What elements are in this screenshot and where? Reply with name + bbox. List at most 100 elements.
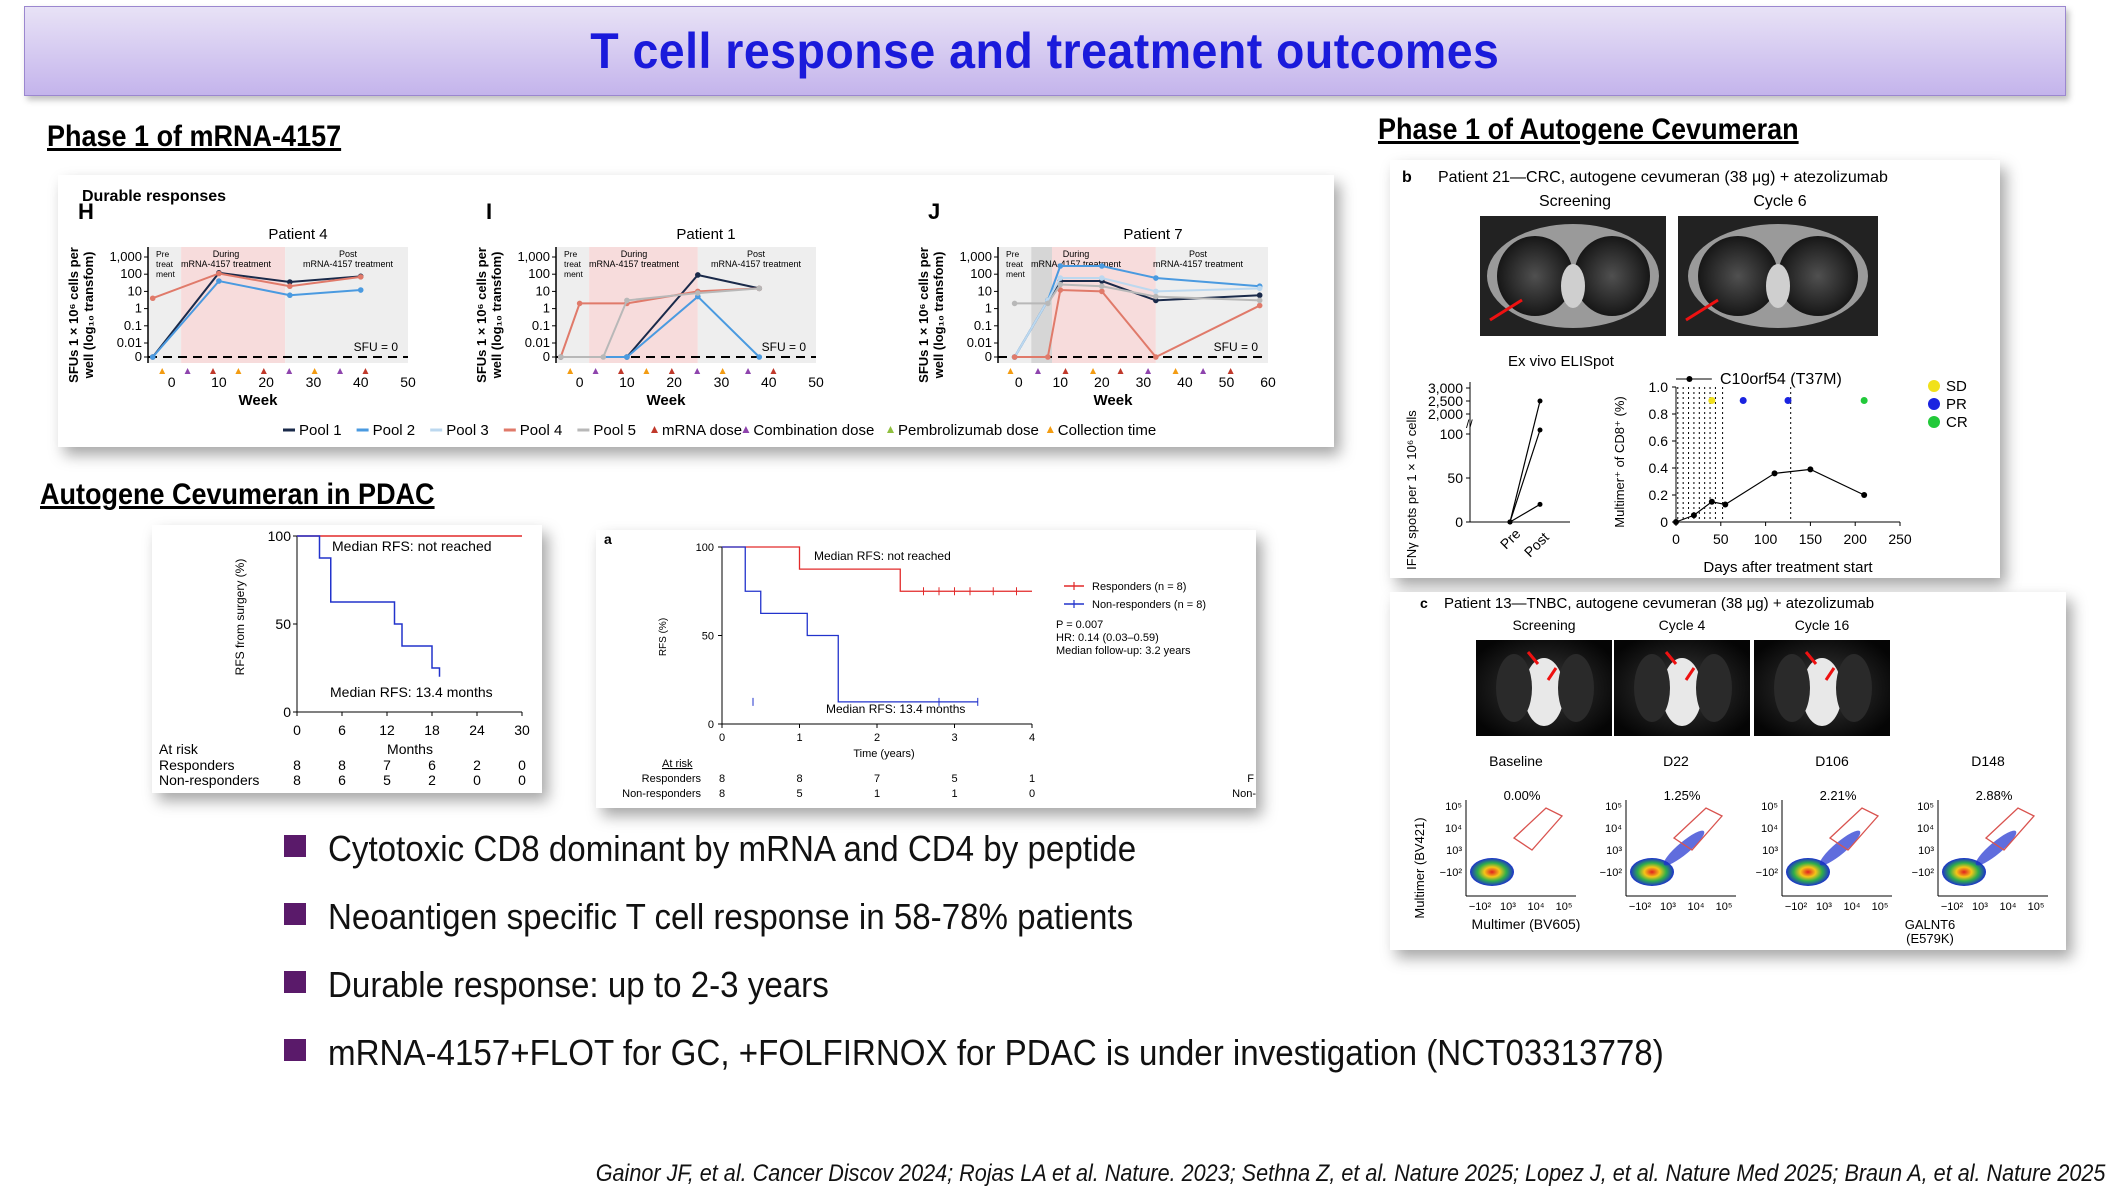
x-tick-label: 0 xyxy=(576,374,584,390)
flow-x-tick-label: −10² xyxy=(1469,901,1492,913)
at-risk-count: 1 xyxy=(951,788,957,800)
series-point xyxy=(624,297,630,304)
flow-x-tick-label: 10³ xyxy=(1816,901,1832,913)
ct-lung xyxy=(1696,654,1732,722)
dose-marker-icon xyxy=(286,368,293,374)
multimer-y-tick-label: 0 xyxy=(1660,514,1668,530)
pdac-ylabel: RFS from surgery (%) xyxy=(233,559,247,676)
y-tick-label: 100 xyxy=(120,266,142,281)
y-axis-label: SFUs 1 × 10⁶ cells per xyxy=(474,247,489,383)
x-tick-label: 2 xyxy=(874,732,880,744)
panel-b-letter: b xyxy=(1402,169,1412,186)
series-point xyxy=(756,354,763,360)
flow-x-tick-label: 10³ xyxy=(1500,901,1516,913)
elispot-y-tick-label: 3,000 xyxy=(1428,380,1463,396)
phase-label: ment xyxy=(1006,269,1026,279)
lesion-arrow-icon xyxy=(1684,667,1696,681)
flow-y-tick-label: −10² xyxy=(1756,867,1779,879)
flow-gate xyxy=(1512,807,1564,851)
flow-y-tick-label: −10² xyxy=(1600,867,1623,879)
y-tick-label: 0 xyxy=(708,719,714,731)
dose-marker-icon xyxy=(1145,368,1152,374)
phase-band xyxy=(556,247,590,363)
multimer-point xyxy=(1722,501,1729,508)
y-tick-label: 100 xyxy=(696,542,714,554)
rfs-ylabel: RFS (%) xyxy=(658,618,669,656)
x-tick-label: 40 xyxy=(353,374,369,390)
panel-c: c Patient 13—TNBC, autogene cevumeran (3… xyxy=(1390,592,2066,950)
x-tick-label: 0 xyxy=(293,722,301,738)
dose-marker-icon xyxy=(719,368,726,374)
multimer-x-tick-label: 0 xyxy=(1672,531,1680,547)
x-tick-label: 10 xyxy=(619,374,635,390)
dose-marker-icon xyxy=(567,368,574,374)
flow-x-tick-label: 10⁴ xyxy=(2000,901,2017,913)
flow-x-tick-label: 10⁴ xyxy=(1688,901,1705,913)
series-point xyxy=(1256,297,1263,304)
x-axis-label: Week xyxy=(647,392,687,409)
y-tick-label: 0 xyxy=(543,349,550,364)
x-tick-label: 20 xyxy=(1094,374,1110,390)
at-risk-count: 0 xyxy=(518,757,526,773)
dose-marker-icon xyxy=(184,368,191,374)
x-tick-label: 0 xyxy=(168,374,176,390)
patient-title: Patient 4 xyxy=(268,226,327,243)
ct-heart xyxy=(1662,658,1702,726)
dose-marker-icon xyxy=(1062,368,1069,374)
at-risk-count: 8 xyxy=(293,772,301,788)
flow-timepoint: D22 xyxy=(1663,753,1689,769)
lesion-arrow-icon xyxy=(1664,651,1678,665)
references-footer: Gainor JF, et al. Cancer Discov 2024; Ro… xyxy=(595,1160,2105,1187)
series-point xyxy=(756,285,763,292)
rfs-stat-followup: Median follow-up: 3.2 years xyxy=(1056,645,1191,657)
dose-marker-icon xyxy=(362,368,369,374)
elispot-line xyxy=(1509,400,1541,523)
legend-label: Pembrolizumab dose xyxy=(898,422,1039,439)
flow-y-tick-label: −10² xyxy=(1912,867,1935,879)
flow-y-tick-label: 10⁵ xyxy=(1917,801,1934,813)
flow-gate xyxy=(1828,807,1880,851)
flow-population xyxy=(1630,858,1674,886)
flow-timepoint: Baseline xyxy=(1489,753,1543,769)
elispot-y-tick-label: 2,000 xyxy=(1428,406,1463,422)
rfs-at-risk: At risk xyxy=(662,758,693,770)
at-risk-count: 2 xyxy=(473,757,481,773)
y-tick-label: 50 xyxy=(702,631,714,643)
flow-timepoint: D148 xyxy=(1971,753,2005,769)
x-tick-label: 50 xyxy=(1219,374,1235,390)
lesion-arrow-icon xyxy=(1489,298,1523,322)
phase-label: mRNA-4157 treatment xyxy=(711,259,802,269)
y-tick-label: 100 xyxy=(268,528,292,544)
series-point xyxy=(1153,293,1159,300)
phase-band xyxy=(1155,247,1268,363)
panel-b-caption: Patient 21—CRC, autogene cevumeran (38 μ… xyxy=(1438,169,1888,186)
series-point xyxy=(624,354,630,360)
y-tick-label: 1,000 xyxy=(109,249,142,264)
series-point xyxy=(1099,275,1105,281)
y-tick-label: 100 xyxy=(528,266,550,281)
phase-label: Post xyxy=(1189,249,1208,259)
legend-label: Pool 5 xyxy=(593,422,636,439)
lesion-arrow-icon xyxy=(1804,651,1818,665)
panel-c-letter: c xyxy=(1420,595,1428,611)
durable-heading: Durable responses xyxy=(82,188,226,205)
phase-label: ment xyxy=(156,269,176,279)
y-tick-label: 10 xyxy=(536,283,550,298)
dose-marker-icon xyxy=(1172,368,1179,374)
ct-lung xyxy=(1558,654,1594,722)
section-pdac: Autogene Cevumeran in PDAC xyxy=(40,478,435,511)
multimer-xlabel: Days after treatment start xyxy=(1703,559,1873,576)
y-tick-label: 0 xyxy=(985,349,992,364)
series-point xyxy=(357,274,364,280)
dose-marker-icon xyxy=(1090,368,1097,374)
x-tick-label: 0 xyxy=(719,732,725,744)
legend-triangle-icon xyxy=(887,426,894,433)
series-line xyxy=(151,271,361,358)
legend-triangle-icon xyxy=(1046,426,1054,433)
multimer-y-tick-label: 0.4 xyxy=(1649,460,1669,476)
legend-label: Pool 4 xyxy=(520,422,563,439)
flow-y-tick-label: 10⁴ xyxy=(1917,823,1934,835)
rfs-stat-hr: HR: 0.14 (0.03–0.59) xyxy=(1056,632,1159,644)
x-tick-label: 24 xyxy=(469,722,485,738)
